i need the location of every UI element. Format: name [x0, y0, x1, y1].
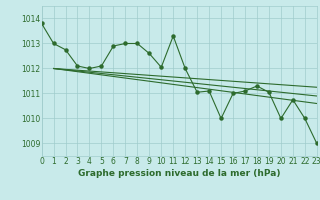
X-axis label: Graphe pression niveau de la mer (hPa): Graphe pression niveau de la mer (hPa)	[78, 169, 280, 178]
